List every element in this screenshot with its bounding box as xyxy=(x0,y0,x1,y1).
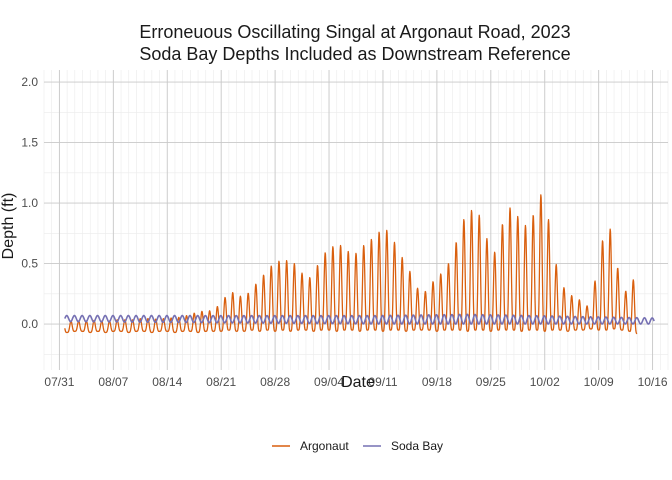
legend-label-argonaut: Argonaut xyxy=(300,439,349,453)
x-tick-label: 10/16 xyxy=(638,375,668,389)
y-tick-label: 1.0 xyxy=(21,196,38,210)
y-axis-ticks: 0.0 0.5 1.0 1.5 2.0 xyxy=(21,75,38,331)
x-tick-label: 08/21 xyxy=(206,375,236,389)
x-tick-label: 08/07 xyxy=(98,375,128,389)
x-tick-label: 09/04 xyxy=(314,375,344,389)
x-axis-label: Date xyxy=(341,374,375,391)
x-tick-label: 10/02 xyxy=(530,375,560,389)
legend: Argonaut Soda Bay xyxy=(272,439,443,453)
y-axis-label: Depth (ft) xyxy=(0,193,17,260)
x-tick-label: 10/09 xyxy=(584,375,614,389)
legend-label-soda-bay: Soda Bay xyxy=(391,439,443,453)
x-tick-label: 09/11 xyxy=(368,375,397,389)
y-tick-label: 0.0 xyxy=(21,317,38,331)
x-tick-label: 09/25 xyxy=(476,375,506,389)
series-line-argonaut xyxy=(64,194,638,335)
y-tick-label: 1.5 xyxy=(21,136,38,150)
x-tick-label: 09/18 xyxy=(422,375,452,389)
x-tick-label: 07/31 xyxy=(44,375,74,389)
x-tick-label: 08/14 xyxy=(152,375,182,389)
chart-title-line1: Erroneuous Oscillating Singal at Argonau… xyxy=(139,22,570,42)
chart-title-line2: Soda Bay Depths Included as Downstream R… xyxy=(139,44,570,64)
y-tick-label: 2.0 xyxy=(21,75,38,89)
y-tick-label: 0.5 xyxy=(21,257,38,271)
series-line-soda-bay xyxy=(64,313,655,325)
x-tick-label: 08/28 xyxy=(260,375,290,389)
x-axis-ticks: 07/31 08/07 08/14 08/21 08/28 09/04 09/11 09/18… xyxy=(44,375,668,389)
series-layer xyxy=(64,194,655,335)
